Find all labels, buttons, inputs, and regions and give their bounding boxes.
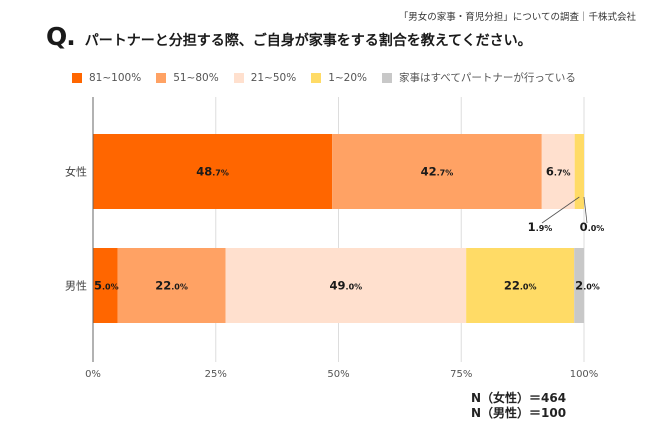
data-label-decimal: .7%	[554, 169, 571, 178]
question-header: Q. パートナーと分担する際、ご自身が家事をする割合を教えてください。	[46, 22, 532, 51]
legend-label: 21~50%	[250, 71, 297, 84]
data-label-decimal: .0%	[171, 283, 188, 292]
legend-label: 1~20%	[328, 71, 368, 84]
data-label: 2.0%	[575, 279, 600, 293]
data-label-integer: 42	[421, 165, 437, 179]
chart-title: パートナーと分担する際、ご自身が家事をする割合を教えてください。	[84, 33, 532, 49]
category-label: 男性	[65, 279, 87, 293]
legend-swatch	[311, 72, 322, 83]
sample-size-male: N（男性）＝100	[471, 406, 567, 420]
sample-size: N（女性）＝464 N（男性）＝100	[471, 391, 566, 421]
bar-segment	[332, 134, 542, 209]
data-label-decimal: .0%	[588, 224, 605, 233]
callout-line	[541, 196, 580, 224]
legend: 81~100% 51~80% 21~50% 1~20% 家事はすべてパートナーが行ってい…	[72, 70, 591, 85]
sample-size-female: N（女性）＝464	[471, 391, 567, 405]
data-label: 6.7%	[546, 165, 571, 179]
x-tick-label: 0%	[85, 369, 101, 380]
data-label-integer: 0	[580, 220, 588, 234]
data-label: 49.0%	[330, 279, 363, 293]
legend-label: 81~100%	[89, 71, 142, 84]
data-label-decimal: .0%	[520, 283, 537, 292]
data-label: 22.0%	[155, 279, 188, 293]
data-label-integer: 49	[330, 279, 346, 293]
data-label: 22.0%	[504, 279, 537, 293]
data-label-decimal: .0%	[346, 283, 363, 292]
data-label: 42.7%	[421, 165, 454, 179]
data-label-decimal: .7%	[212, 169, 229, 178]
legend-item: 家事はすべてパートナーが行っている	[382, 70, 576, 85]
bar-segment	[466, 248, 575, 323]
legend-swatch	[72, 72, 82, 83]
x-tick-label: 25%	[205, 369, 227, 380]
x-tick-label: 50%	[327, 369, 349, 380]
data-label-decimal: .9%	[536, 224, 553, 233]
data-label-decimal: .0%	[102, 283, 119, 292]
data-label-integer: 1	[528, 220, 536, 234]
legend-item: 21~50%	[233, 71, 297, 84]
data-label: 48.7%	[196, 165, 229, 179]
bar-segment	[225, 248, 467, 323]
q-mark: Q.	[46, 22, 76, 51]
data-label: 5.0%	[94, 279, 119, 293]
data-label-integer: 22	[504, 279, 520, 293]
data-label-decimal: .0%	[583, 283, 600, 292]
data-label-integer: 22	[155, 279, 171, 293]
data-label-integer: 2	[575, 279, 583, 293]
bar-segment	[93, 248, 118, 323]
legend-swatch	[382, 72, 393, 83]
data-label: 1.9%	[528, 220, 553, 234]
legend-item: 51~80%	[156, 72, 219, 84]
data-label-integer: 5	[94, 279, 102, 293]
x-tick-label: 100%	[570, 369, 599, 380]
data-label-integer: 48	[196, 165, 212, 179]
bar-segment	[117, 248, 226, 323]
x-tick-label: 75%	[450, 369, 472, 380]
legend-label: 家事はすべてパートナーが行っている	[399, 72, 576, 84]
legend-swatch	[156, 72, 167, 83]
legend-item: 1~20%	[311, 72, 367, 84]
callout-line	[583, 196, 588, 224]
survey-source: 「男女の家事・育児分担」についての調査｜千株式会社	[398, 12, 636, 23]
data-label-integer: 6	[546, 165, 554, 179]
legend-label: 51~80%	[173, 71, 219, 84]
bar-segment	[541, 134, 575, 209]
category-label: 女性	[65, 165, 87, 179]
legend-swatch	[233, 72, 244, 83]
legend-item: 81~100%	[72, 72, 141, 84]
bar-segment	[574, 134, 584, 209]
data-label-decimal: .7%	[437, 169, 454, 178]
bar-segment	[93, 134, 333, 209]
data-label: 0.0%	[580, 220, 605, 234]
bar-segment	[574, 248, 584, 323]
